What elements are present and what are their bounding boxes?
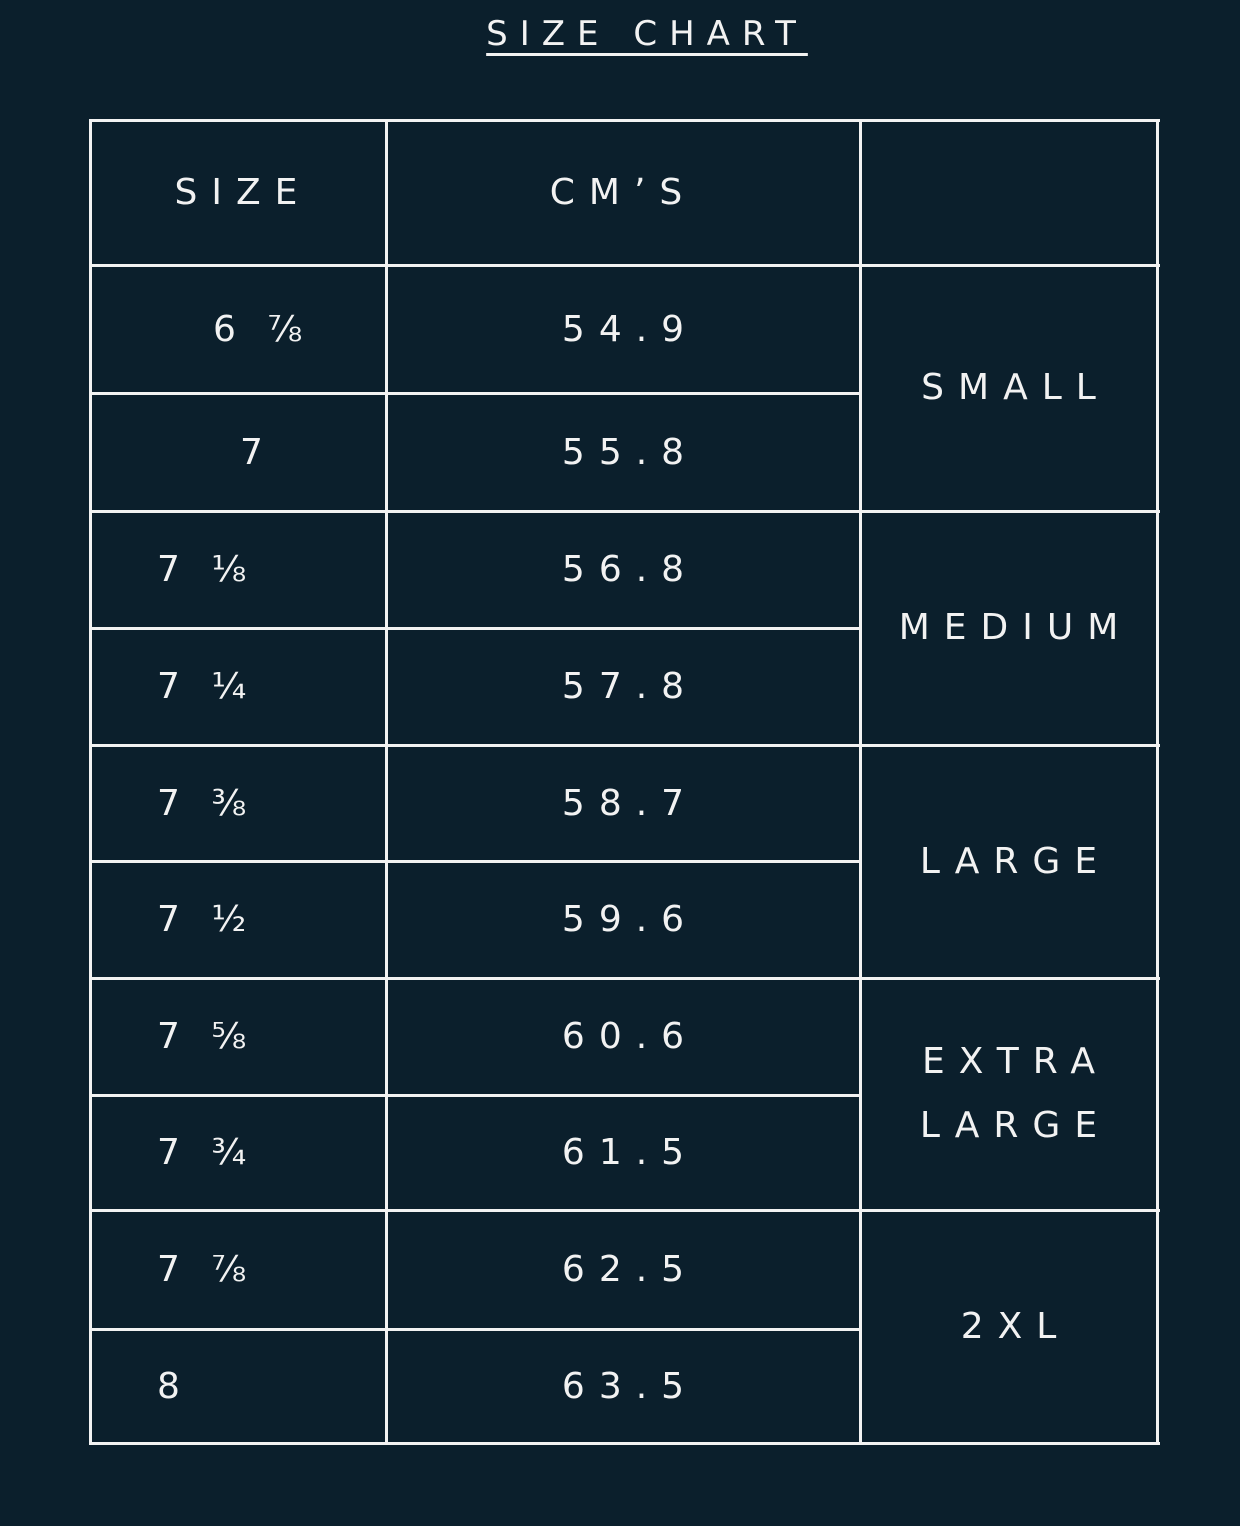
- table-border-top: [90, 119, 1160, 122]
- size-cell: 7 ¾: [157, 1132, 257, 1173]
- size-cell: 7 ⅛: [157, 549, 257, 590]
- cm-cell: 55.8: [561, 431, 699, 473]
- column-divider: [1156, 119, 1159, 1445]
- cm-cell: 59.6: [561, 899, 699, 940]
- cm-cell: 61.5: [561, 1132, 699, 1173]
- size-cell: 7 ¼: [157, 666, 257, 707]
- size-cell: 7 ⅞: [157, 1249, 257, 1290]
- size-group-label: LARGE: [919, 840, 1112, 882]
- size-group-label: 2XL: [960, 1305, 1071, 1347]
- row-divider: [90, 1328, 862, 1331]
- size-cell: 6 ⅞: [213, 308, 313, 350]
- row-divider: [90, 627, 862, 630]
- cm-cell: 57.8: [561, 666, 699, 707]
- size-cell: 7 ½: [157, 899, 257, 940]
- size-group-label: EXTRA LARGE: [919, 1041, 1112, 1146]
- row-divider: [90, 264, 1160, 267]
- cm-cell: 60.6: [561, 1016, 699, 1057]
- row-divider: [90, 392, 862, 395]
- size-cell: 8: [157, 1365, 190, 1407]
- size-cell: 7: [240, 431, 273, 473]
- row-divider: [90, 977, 1160, 980]
- size-group-label: SMALL: [921, 367, 1110, 408]
- header-size: SIZE: [174, 172, 312, 213]
- size-cell: 7 ⅜: [157, 782, 257, 824]
- size-cell: 7 ⅝: [157, 1016, 257, 1057]
- cm-cell: 56.8: [561, 549, 699, 590]
- cm-cell: 62.5: [561, 1249, 699, 1290]
- row-divider: [90, 1094, 862, 1097]
- column-divider: [385, 119, 388, 1445]
- header-cms: CM’S: [549, 172, 697, 213]
- cm-cell: 54.9: [561, 308, 699, 350]
- row-divider: [90, 860, 862, 863]
- row-divider: [90, 744, 1160, 747]
- column-divider: [859, 119, 862, 1445]
- cm-cell: 58.7: [561, 782, 699, 824]
- column-divider: [89, 119, 92, 1445]
- row-divider: [90, 510, 1160, 513]
- size-group-label: MEDIUM: [898, 607, 1133, 648]
- cm-cell: 63.5: [561, 1365, 699, 1407]
- row-divider: [90, 1442, 1160, 1445]
- row-divider: [90, 1209, 1160, 1212]
- page-title: SIZE CHART: [486, 14, 808, 54]
